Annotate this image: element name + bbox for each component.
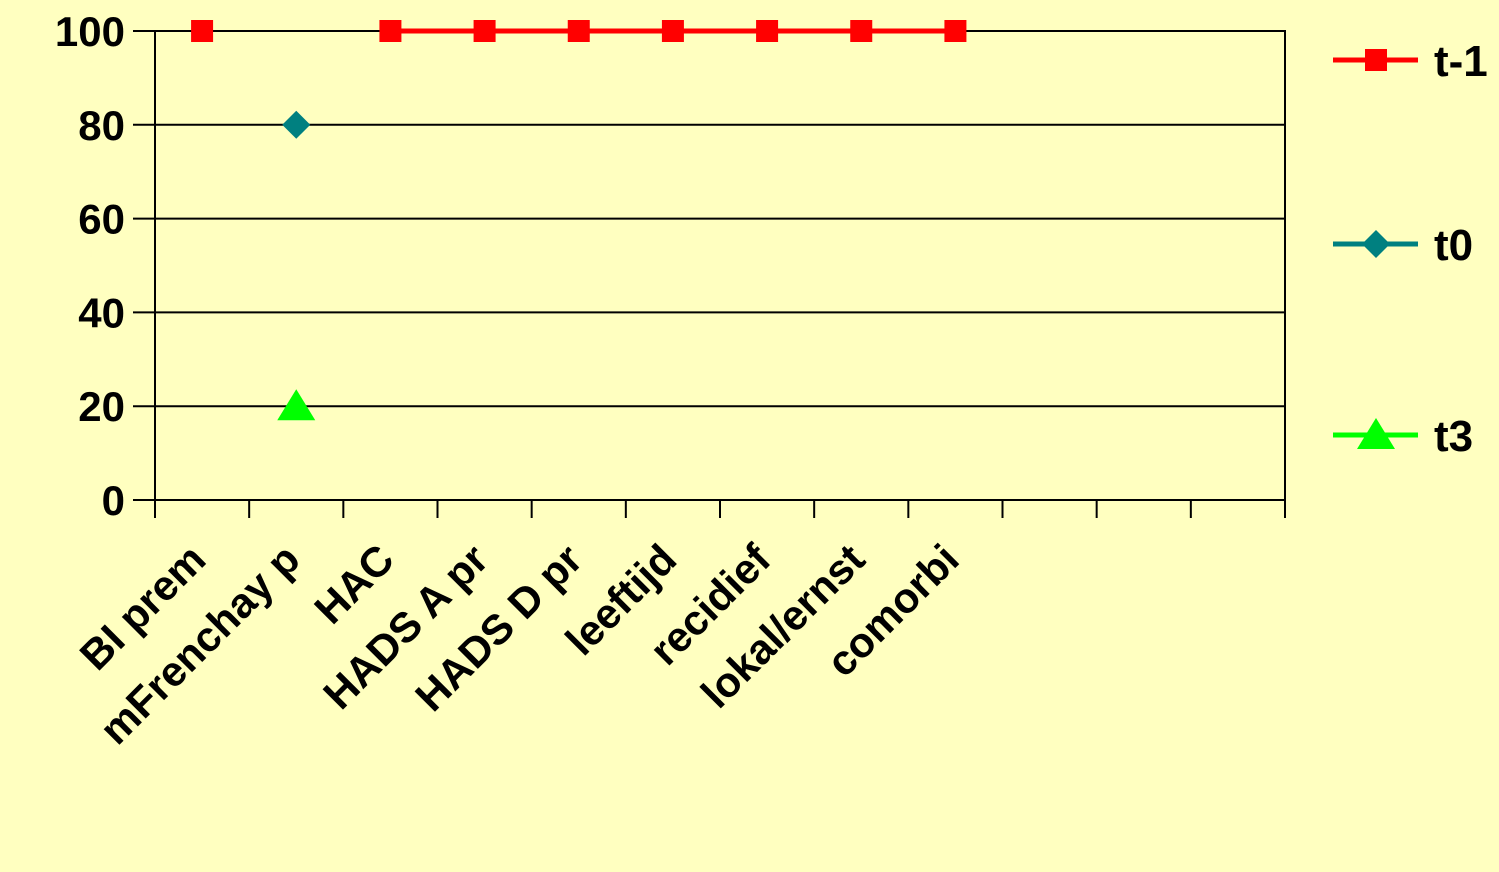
series-t3 xyxy=(277,389,316,421)
legend-label-t0: t0 xyxy=(1434,221,1473,270)
axes xyxy=(133,30,1286,518)
legend-marker-t0 xyxy=(1362,230,1390,258)
data-point-t-1 xyxy=(756,20,779,42)
series-t-1 xyxy=(191,20,967,42)
y-tick-label: 60 xyxy=(78,196,125,243)
legend-item-t-1: t-1 xyxy=(1333,37,1488,86)
data-point-t-1 xyxy=(850,20,873,42)
data-point-t0 xyxy=(282,110,311,139)
legend-marker-t3 xyxy=(1357,418,1395,449)
y-tick-label: 40 xyxy=(78,289,125,336)
data-point-t-1 xyxy=(567,20,590,42)
data-point-t-1 xyxy=(473,20,496,42)
data-point-t-1 xyxy=(191,20,214,42)
legend-item-t0: t0 xyxy=(1333,221,1473,270)
y-tick-label: 0 xyxy=(102,477,125,524)
legend-label-t-1: t-1 xyxy=(1434,37,1488,86)
gridlines xyxy=(155,30,1285,408)
legend-marker-t-1 xyxy=(1365,49,1387,71)
legend-label-t3: t3 xyxy=(1434,412,1473,461)
data-point-t3 xyxy=(277,389,316,421)
y-tick-label: 80 xyxy=(78,102,125,149)
y-tick-label: 20 xyxy=(78,383,125,430)
data-point-t-1 xyxy=(944,20,967,42)
data-series xyxy=(191,20,967,421)
legend: t-1 t0 t3 xyxy=(1333,37,1488,461)
y-axis-tick-labels: 0 20 40 60 80 100 xyxy=(55,8,125,524)
data-point-t-1 xyxy=(379,20,402,42)
data-point-t-1 xyxy=(661,20,684,42)
legend-item-t3: t3 xyxy=(1333,412,1473,461)
y-tick-label: 100 xyxy=(55,8,125,55)
series-t0 xyxy=(282,110,311,139)
plot-area xyxy=(154,30,1286,501)
